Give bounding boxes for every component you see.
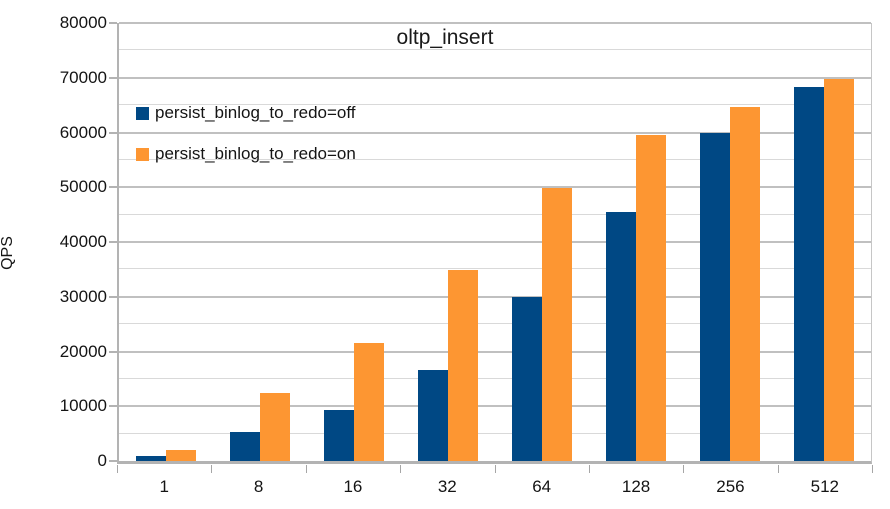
minor-gridline [119,49,871,51]
bar [166,449,196,461]
y-tick-label: 0 [97,451,107,470]
minor-gridline [119,432,871,434]
legend-item: persist_binlog_to_redo=off [136,103,356,123]
y-tick [109,241,117,243]
legend-label: persist_binlog_to_redo=off [155,103,356,122]
bar [418,369,448,461]
y-tick-label: 30000 [59,286,107,306]
bar [230,431,260,461]
x-tick-label: 32 [437,477,457,496]
bar [136,455,166,461]
x-tick-label: 16 [343,477,363,496]
x-tick [588,465,590,473]
bar [512,297,542,461]
x-tick [117,465,118,473]
bar [354,343,384,461]
x-tick-label: 256 [716,477,745,496]
minor-gridline [119,158,871,160]
bar [606,211,636,461]
bar [730,107,760,461]
y-axis-title: QPS [0,236,16,270]
x-tick-label: 1 [159,477,169,496]
bar-group-128 [589,23,683,461]
x-tick [305,465,307,473]
y-tick [109,186,117,189]
y-tick [109,460,117,462]
bar [448,269,478,461]
minor-gridline [119,104,871,106]
y-tick [109,350,117,353]
x-tick [494,465,496,473]
x-tick-label: 512 [810,477,839,496]
bar-group-512 [777,23,871,461]
bar-group-64 [495,23,589,461]
chart-title: oltp_insert [396,26,494,49]
y-tick [109,405,117,408]
major-gridline [119,186,871,189]
legend-swatch-icon [136,106,149,120]
x-tick [211,465,213,473]
bar [794,87,824,461]
legend: persist_binlog_to_redo=off persist_binlog… [136,103,356,164]
y-tick-label: 50000 [59,177,107,197]
x-tick [683,465,685,473]
bar [260,393,290,461]
y-tick [109,295,117,298]
y-tick-label: 20000 [59,341,107,361]
bar [700,132,730,461]
y-tick [109,76,117,79]
major-gridline [119,76,871,79]
y-tick-label: 60000 [59,122,107,142]
x-tick-label: 64 [532,477,552,496]
x-tick-label: 128 [621,477,651,496]
bar-groups [119,23,871,461]
minor-gridline [119,377,871,379]
minor-gridline [119,323,871,325]
bar-group-1 [119,23,213,461]
bar [542,187,572,461]
legend-label: persist_binlog_to_redo=on [155,144,356,163]
bar-group-32 [401,23,495,461]
y-tick-label: 40000 [59,232,107,251]
major-gridline [119,350,871,353]
major-gridline [119,22,871,24]
minor-gridline [119,213,871,215]
x-tick [777,465,779,473]
y-tick-label: 10000 [59,396,107,416]
bar-group-8 [213,23,307,461]
y-tick [109,22,117,24]
major-gridline [119,405,871,408]
bar [636,134,666,461]
y-tick-label: 70000 [59,67,107,87]
x-tick-label: 8 [253,477,264,496]
major-gridline [119,295,871,298]
major-gridline [119,241,871,243]
y-tick-label: 80000 [59,13,107,32]
x-tick [872,465,873,473]
legend-item: persist_binlog_to_redo=on [136,144,356,164]
legend-swatch-icon [136,147,149,161]
major-gridline [119,131,871,134]
bar [324,410,354,461]
bar [824,79,854,461]
y-tick [109,131,117,134]
x-tick [400,465,402,473]
bar-group-16 [307,23,401,461]
bar-group-256 [683,23,777,461]
plot-area [117,22,872,464]
minor-gridline [119,268,871,270]
